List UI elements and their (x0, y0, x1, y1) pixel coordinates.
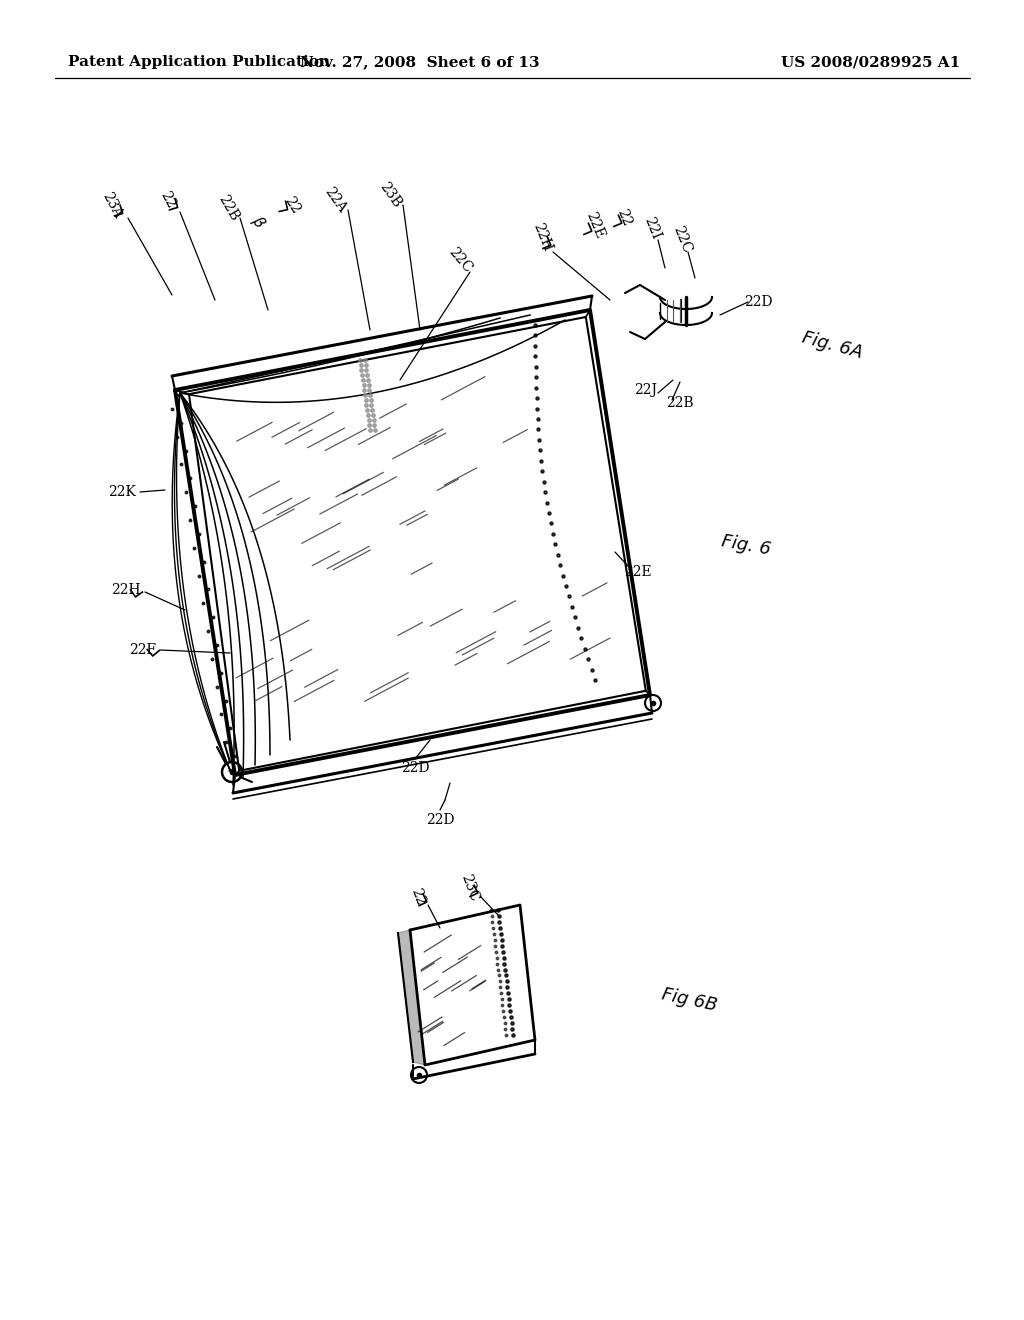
Text: 22E: 22E (584, 210, 606, 240)
Text: 22C: 22C (445, 244, 474, 276)
Text: 22: 22 (409, 887, 428, 908)
Text: 22E: 22E (625, 565, 652, 579)
Text: 23A: 23A (99, 190, 125, 220)
Text: 22B: 22B (215, 193, 241, 223)
Text: 22D: 22D (426, 813, 455, 828)
Text: 22A: 22A (322, 185, 348, 215)
Text: US 2008/0289925 A1: US 2008/0289925 A1 (780, 55, 961, 69)
Text: 22J: 22J (635, 383, 657, 397)
Text: 22F: 22F (129, 643, 157, 657)
Text: 23B: 23B (377, 180, 403, 210)
Text: 22I: 22I (641, 215, 663, 242)
Text: Fig 6B: Fig 6B (660, 985, 719, 1015)
Polygon shape (398, 931, 425, 1065)
Text: Fig. 6: Fig. 6 (720, 532, 772, 558)
Text: 22: 22 (282, 194, 302, 216)
Text: 22H: 22H (112, 583, 140, 597)
Text: 22K: 22K (109, 484, 136, 499)
Text: 22: 22 (614, 207, 634, 228)
Text: 22: 22 (158, 189, 178, 211)
Text: 22C: 22C (671, 224, 693, 256)
Text: 22D: 22D (743, 294, 772, 309)
Text: Fig. 6A: Fig. 6A (800, 329, 864, 362)
Text: 22B: 22B (667, 396, 694, 411)
Text: 22D: 22D (400, 762, 429, 775)
Text: Patent Application Publication: Patent Application Publication (68, 55, 330, 69)
Text: 22H: 22H (530, 220, 554, 253)
Text: $\beta$: $\beta$ (247, 213, 269, 232)
Text: 23C: 23C (459, 873, 481, 904)
Text: Nov. 27, 2008  Sheet 6 of 13: Nov. 27, 2008 Sheet 6 of 13 (300, 55, 540, 69)
